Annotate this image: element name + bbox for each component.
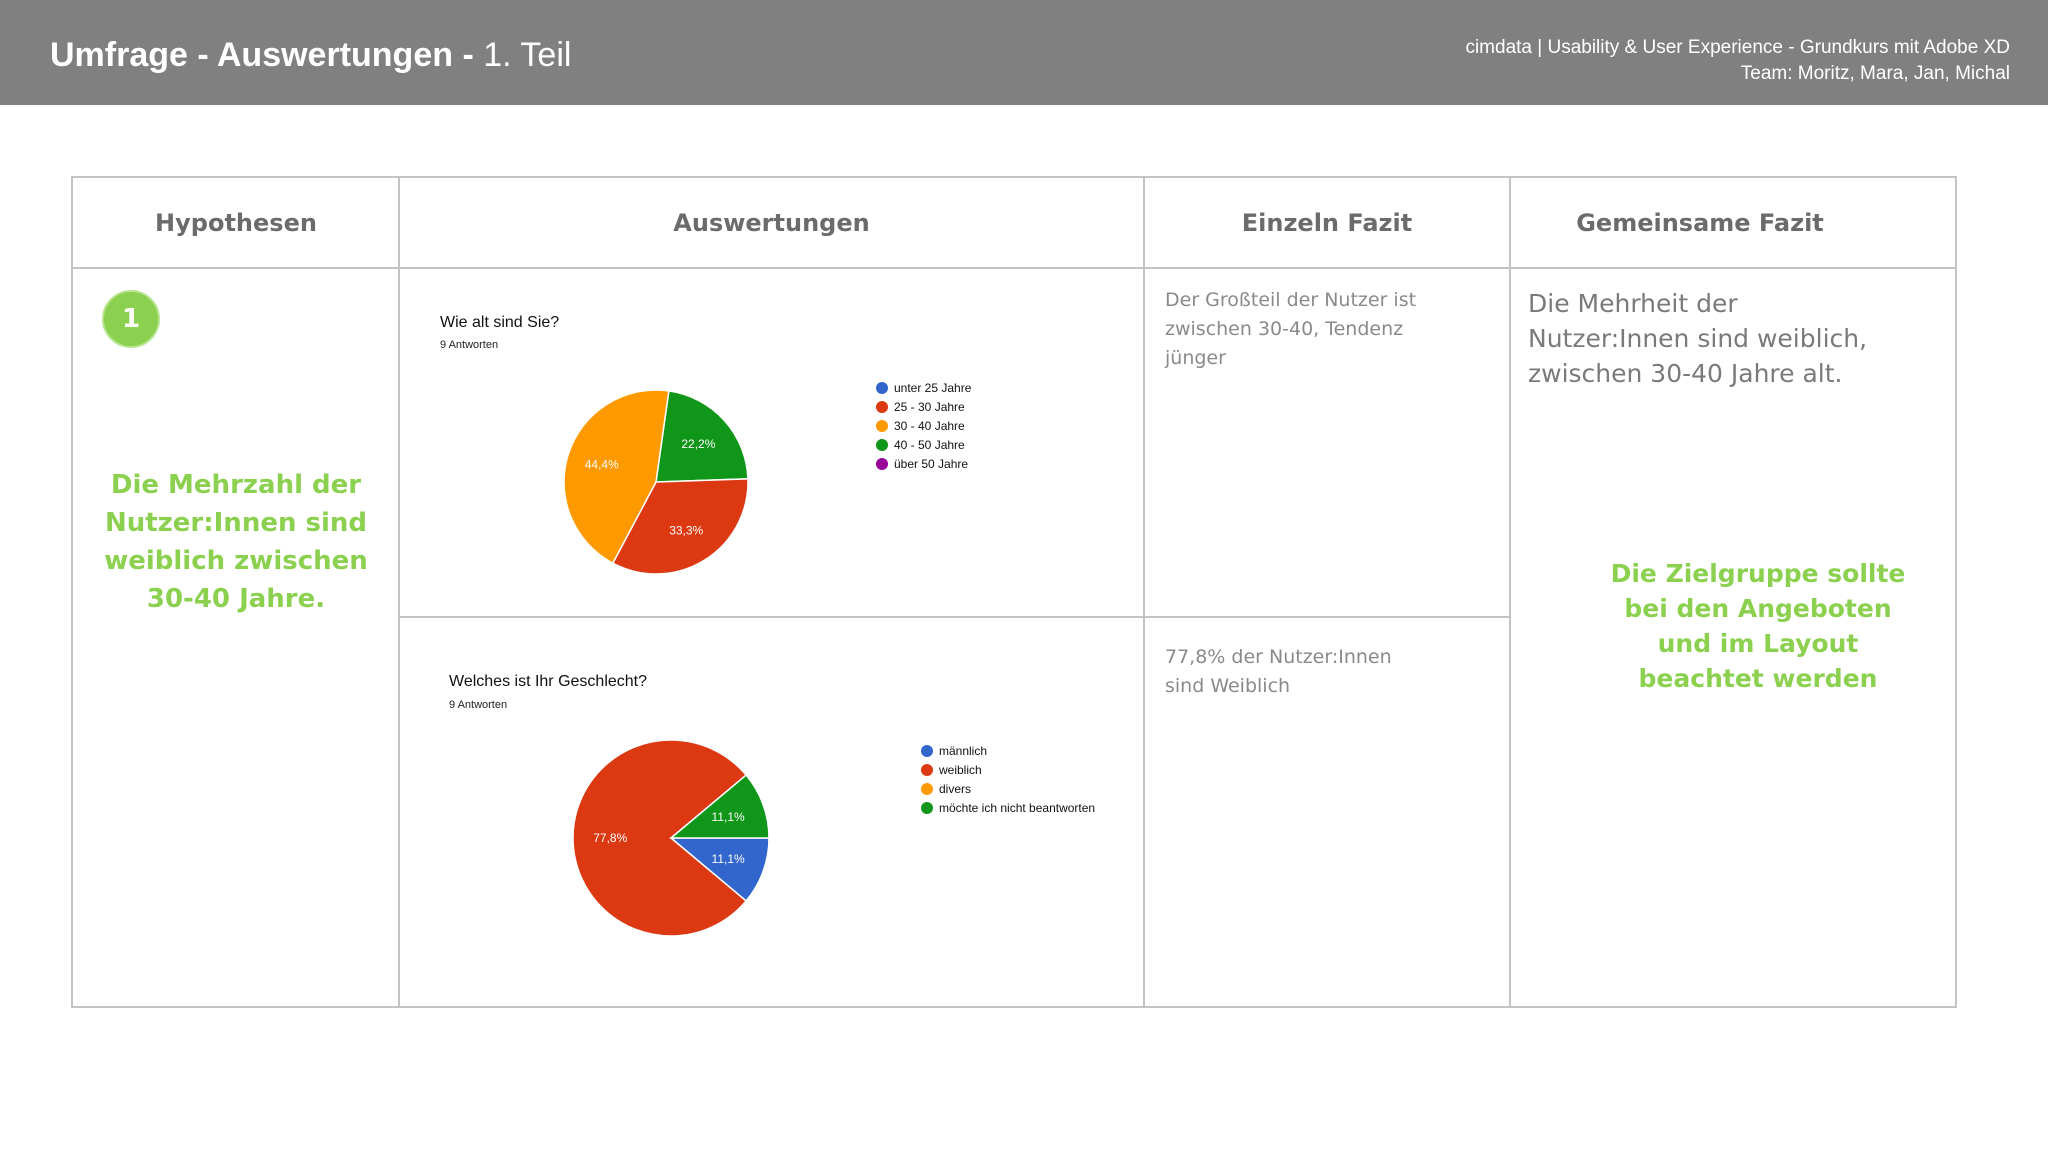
- legend-item: 25 - 30 Jahre: [876, 397, 971, 416]
- course-line: cimdata | Usability & User Experience - …: [1465, 37, 2010, 58]
- age-pie-chart: 22,2% 33,3% 44,4%: [563, 389, 749, 575]
- course-info: cimdata | Usability & User Experience - …: [1465, 35, 2010, 87]
- gemeinsame-fazit-text: Die Mehrheit der Nutzer:Innen sind weibl…: [1528, 289, 1868, 388]
- legend-label: weiblich: [939, 762, 982, 777]
- legend-item: divers: [921, 779, 1095, 798]
- legend-item: möchte ich nicht beantworten: [921, 798, 1095, 817]
- divider: [1509, 178, 1511, 1008]
- pie-slice-30-40-jahre: [563, 389, 670, 565]
- pie-slice-25-30-jahre: [611, 478, 749, 575]
- header-gemeinsame-fazit: Gemeinsame Fazit: [1576, 208, 1824, 237]
- chart2-title: Welches ist Ihr Geschlecht?: [449, 673, 648, 690]
- slide-title-light: 1. Teil: [483, 36, 572, 74]
- hypothesis-number-badge: 1: [102, 290, 160, 348]
- gender-legend: männlich weiblich divers möchte ich nicht b…: [921, 741, 1095, 817]
- pie-slice-label: 44,4%: [585, 457, 619, 471]
- gemeinsame-fazit-recommendation: Die Zielgruppe sollte bei den Angeboten …: [1610, 559, 1906, 693]
- legend-label: 40 - 50 Jahre: [894, 437, 965, 452]
- legend-label: männlich: [939, 743, 988, 758]
- legend-label: 25 - 30 Jahre: [894, 399, 965, 414]
- team-line: Team: Moritz, Mara, Jan, Michal: [1740, 63, 2010, 84]
- legend-label: möchte ich nicht beantworten: [939, 800, 1096, 815]
- slide-title: Umfrage - Auswertungen - 1. Teil: [50, 36, 571, 75]
- gender-pie-chart: 11,1% 77,8% 11,1%: [573, 740, 770, 937]
- legend-item: männlich: [921, 741, 1095, 760]
- pie-slice-möchte-ich-nicht-beantworten: [668, 774, 770, 839]
- header-einzeln-fazit: Einzeln Fazit: [1241, 208, 1413, 237]
- legend-item: unter 25 Jahre: [876, 378, 971, 397]
- pie-slice-label: 77,8%: [593, 831, 627, 845]
- legend-item: 40 - 50 Jahre: [876, 435, 971, 454]
- chart1-subtitle: 9 Antworten: [440, 339, 499, 351]
- evaluation-table: Hypothesen Auswertungen Einzeln Fazit Ge…: [71, 176, 1957, 1008]
- divider: [398, 178, 400, 1008]
- pie-slice-label: 11,1%: [712, 852, 745, 866]
- divider: [400, 616, 1509, 618]
- legend-swatch: [921, 782, 933, 795]
- chart1-title: Wie alt sind Sie?: [440, 314, 560, 331]
- pie-slice-40-50-jahre: [655, 390, 749, 483]
- legend-label: über 50 Jahre: [894, 456, 969, 471]
- pie-slice-label: 33,3%: [669, 523, 703, 537]
- pie-slice-label: 22,2%: [681, 437, 715, 451]
- hypothesis-text: Die Mehrzahl der Nutzer:Innen sind weibl…: [104, 470, 368, 614]
- pie-slice-label: 11,1%: [712, 810, 745, 824]
- legend-swatch: [921, 801, 933, 814]
- header-auswertungen: Auswertungen: [673, 208, 870, 237]
- einzeln-fazit-age: Der Großteil der Nutzer ist zwischen 30-…: [1165, 289, 1417, 369]
- legend-swatch: [876, 438, 888, 451]
- legend-item: 30 - 40 Jahre: [876, 416, 971, 435]
- divider: [1143, 178, 1145, 1008]
- legend-item: über 50 Jahre: [876, 454, 971, 473]
- pie-slice-weiblich: [573, 740, 748, 937]
- einzeln-fazit-gender: 77,8% der Nutzer:Innen sind Weiblich: [1165, 646, 1392, 697]
- legend-label: 30 - 40 Jahre: [894, 418, 965, 433]
- chart2-subtitle: 9 Antworten: [449, 699, 508, 711]
- pie-slice-männlich: [668, 837, 770, 902]
- legend-label: divers: [939, 781, 972, 796]
- legend-label: unter 25 Jahre: [894, 380, 972, 395]
- divider: [73, 267, 1957, 269]
- legend-swatch: [876, 419, 888, 432]
- legend-swatch: [876, 457, 888, 470]
- slide-header: Umfrage - Auswertungen - 1. Teil cimdata…: [0, 0, 2048, 105]
- legend-swatch: [876, 400, 888, 413]
- header-hypothesen: Hypothesen: [155, 208, 317, 237]
- legend-swatch: [876, 381, 888, 394]
- legend-swatch: [921, 744, 933, 757]
- slide-title-bold: Umfrage - Auswertungen -: [50, 36, 484, 74]
- legend-swatch: [921, 763, 933, 776]
- age-legend: unter 25 Jahre 25 - 30 Jahre 30 - 40 Jahre…: [876, 378, 971, 473]
- legend-item: weiblich: [921, 760, 1095, 779]
